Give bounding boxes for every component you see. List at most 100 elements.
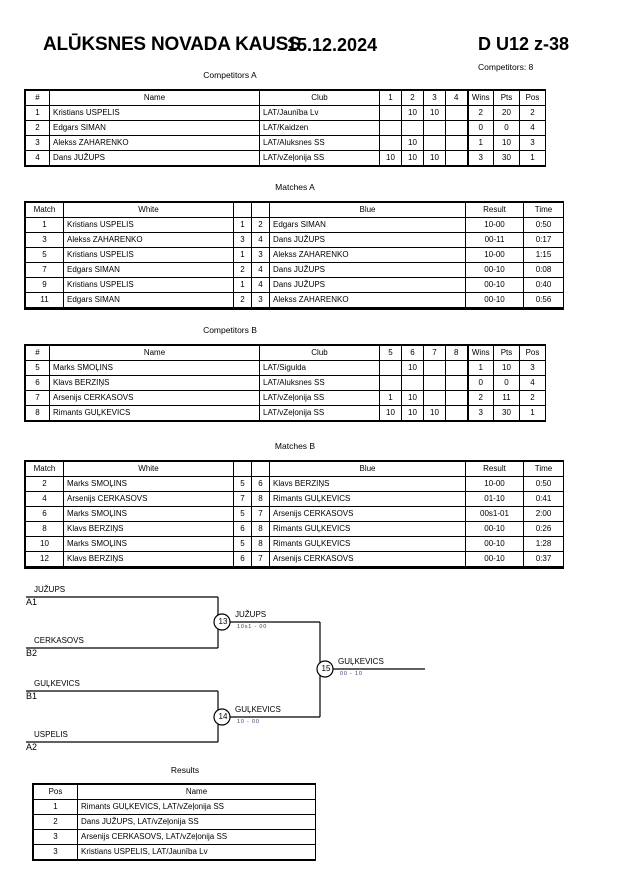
col-opp-7: 7 [423, 345, 446, 361]
table-row: 3 Alekss ZAHARENKO LAT/Aluksnes SS 10 1 10 3 [25, 135, 546, 151]
match-result: 01-10 [465, 491, 524, 507]
white-player: Kristians USPELIS [63, 277, 234, 293]
wins-value: 1 [466, 135, 494, 151]
col-white: White [63, 202, 234, 218]
event-title: ALŪKSNES NOVADA KAUSS [43, 34, 301, 55]
event-category: D U12 z-38 [478, 34, 570, 54]
competitor-name: Dans JUŽUPS [49, 150, 260, 166]
match-result: 00-11 [465, 232, 524, 248]
col-wins: Wins [466, 90, 494, 106]
competitor-name: Klavs BERZIŅS [49, 375, 260, 391]
pos-value: 2 [519, 390, 546, 406]
blue-number: 4 [251, 262, 270, 278]
match-result: 00-10 [465, 262, 524, 278]
match-time: 0:26 [523, 521, 564, 537]
competitor-number: 6 [25, 375, 50, 391]
table-row: 7 Edgars SIMAN 2 4 Dans JUŽUPS 00-10 0:08 [25, 262, 564, 278]
col-match: Match [25, 461, 64, 477]
score-vs-2 [401, 120, 424, 136]
white-player: Klavs BERZIŅS [63, 551, 234, 567]
wins-value: 2 [466, 390, 494, 406]
white-number: 6 [233, 521, 252, 537]
white-number: 2 [233, 292, 252, 308]
pts-value: 30 [493, 150, 520, 166]
results-table: Pos Name 1 Rimants GUĻKEVICS, LAT/vZeļoni… [33, 784, 316, 860]
caption-matches-b: Matches B [274, 441, 316, 451]
col-white: White [63, 461, 234, 477]
blue-number: 7 [251, 551, 270, 567]
col-white-num [233, 461, 252, 477]
white-player: Kristians USPELIS [63, 247, 234, 263]
score-vs-2: 10 [401, 135, 424, 151]
match-number: 7 [25, 262, 64, 278]
blue-player: Alekss ZAHARENKO [269, 247, 466, 263]
wins-value: 0 [466, 120, 494, 136]
competitor-number: 1 [25, 105, 50, 121]
competitor-name: Edgars SIMAN [49, 120, 260, 136]
col-opp-3: 3 [423, 90, 446, 106]
result-position: 2 [33, 814, 78, 830]
competitor-name: Arsenijs CERKASOVS [49, 390, 260, 406]
match-time: 0:37 [523, 551, 564, 567]
score-vs-3 [423, 120, 446, 136]
competitor-name: Marks SMOĻINS [49, 360, 260, 376]
table-row: 9 Kristians USPELIS 1 4 Dans JUŽUPS 00-10 0:40 [25, 277, 564, 293]
table-row: 8 Klavs BERZIŅS 6 8 Rimants GUĻKEVICS 00-10 0:… [25, 521, 564, 537]
white-player: Alekss ZAHARENKO [63, 232, 234, 248]
col-pos: Pos [519, 90, 546, 106]
bracket-lines [26, 596, 425, 743]
white-number: 2 [233, 262, 252, 278]
competitors-b-table: # Name Club 5 6 7 8 Wins Pts Pos 5 Marks … [25, 345, 546, 421]
match-number: 2 [25, 476, 64, 492]
blue-player: Rimants GUĻKEVICS [269, 536, 466, 552]
blue-player: Edgars SIMAN [269, 217, 466, 233]
white-player: Klavs BERZIŅS [63, 521, 234, 537]
pts-value: 10 [493, 135, 520, 151]
bracket-entry-seed-1: A1 [26, 597, 38, 607]
blue-number: 8 [251, 491, 270, 507]
table-header-row: Pos Name [33, 784, 316, 800]
score-vs-1 [379, 120, 402, 136]
white-number: 5 [233, 506, 252, 522]
white-player: Edgars SIMAN [63, 292, 234, 308]
score-vs-3 [423, 360, 446, 376]
match-result: 10-00 [465, 476, 524, 492]
table-row: 2 Edgars SIMAN LAT/Kaidzen 0 0 4 [25, 120, 546, 136]
pos-value: 3 [519, 360, 546, 376]
white-number: 6 [233, 551, 252, 567]
col-opp-2: 2 [401, 90, 424, 106]
table-row: 3 Kristians USPELIS, LAT/Jaunība Lv [33, 844, 316, 860]
col-white-num [233, 202, 252, 218]
competitor-club: LAT/Jaunība Lv [259, 105, 380, 121]
blue-number: 8 [251, 536, 270, 552]
white-number: 3 [233, 232, 252, 248]
table-row: 2 Marks SMOĻINS 5 6 Klavs BERZIŅS 10-00 0:50 [25, 476, 564, 492]
match-time: 2:00 [523, 506, 564, 522]
competitor-name: Rimants GUĻKEVICS [49, 405, 260, 421]
match-number: 9 [25, 277, 64, 293]
bracket-semifinal-winner-14: GUĻKEVICS [235, 705, 281, 714]
caption-matches-a: Matches A [275, 182, 315, 192]
match-number: 5 [25, 247, 64, 263]
match-result: 10-00 [465, 247, 524, 263]
col-club: Club [259, 345, 380, 361]
col-blue-num [251, 202, 270, 218]
score-vs-3 [423, 375, 446, 391]
col-pts: Pts [493, 345, 520, 361]
score-vs-2 [401, 375, 424, 391]
bracket-final-winner: GUĻKEVICS [338, 657, 384, 666]
match-result: 00-10 [465, 536, 524, 552]
result-name: Arsenijs CERKASOVS, LAT/vZeļonija SS [77, 829, 316, 845]
table-row: 7 Arsenijs CERKASOVS LAT/vZeļonija SS 1 10 2 1… [25, 390, 546, 406]
pts-value: 0 [493, 120, 520, 136]
match-result: 10-00 [465, 217, 524, 233]
match-number: 1 [25, 217, 64, 233]
table-row: 1 Kristians USPELIS 1 2 Edgars SIMAN 10-00 0:5… [25, 217, 564, 233]
white-number: 1 [233, 217, 252, 233]
match-number: 12 [25, 551, 64, 567]
match-time: 1:28 [523, 536, 564, 552]
competitors-a-table: # Name Club 1 2 3 4 Wins Pts Pos 1 Kristi… [25, 90, 546, 166]
pts-value: 0 [493, 375, 520, 391]
col-blue: Blue [269, 461, 466, 477]
competitor-number: 7 [25, 390, 50, 406]
